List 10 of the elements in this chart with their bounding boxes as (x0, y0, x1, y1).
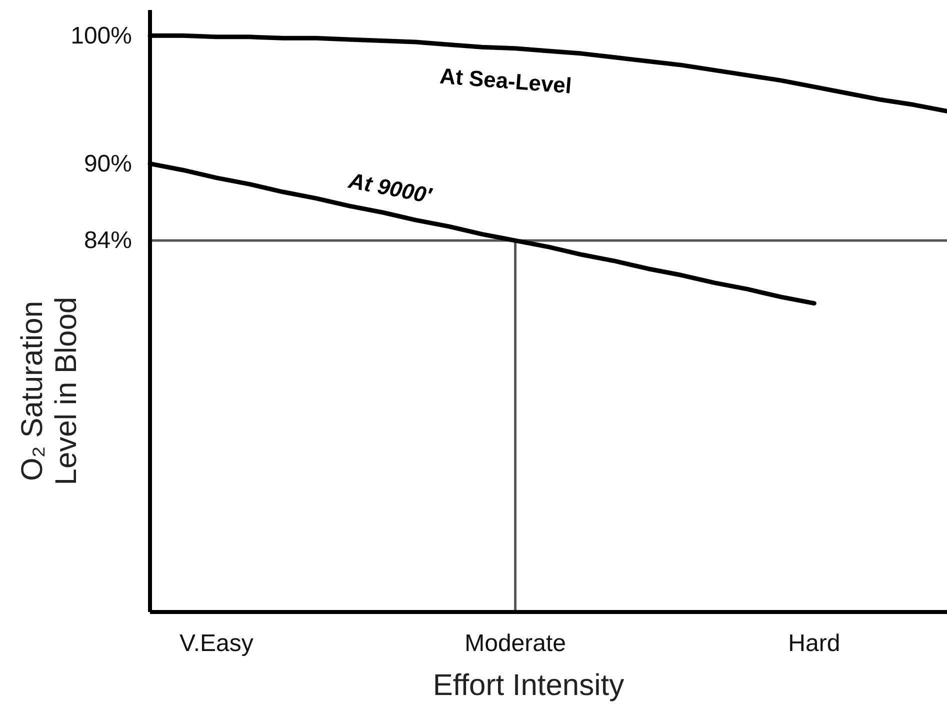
y-tick-label: 90% (84, 150, 132, 178)
x-axis-title: Effort Intensity (432, 669, 624, 702)
x-tick-label: Hard (788, 630, 840, 658)
x-tick-label: V.Easy (180, 630, 254, 658)
y-axis-title: O₂ Saturation Level in Blood (16, 296, 83, 486)
y-tick-label: 84% (84, 227, 132, 254)
text: At 9000′ (346, 168, 436, 208)
series-label: At Sea-Level (438, 63, 572, 98)
y-tick-label: 100% (70, 22, 132, 50)
x-tick-label: Moderate (464, 630, 566, 658)
